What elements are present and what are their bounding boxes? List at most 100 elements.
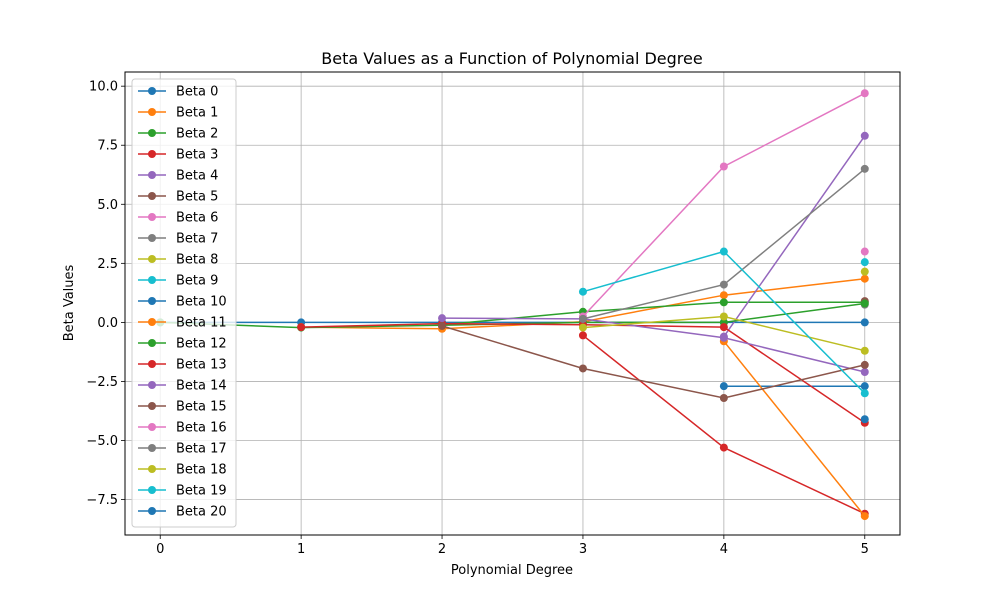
legend-item: Beta 6 bbox=[138, 211, 218, 226]
legend-marker bbox=[148, 297, 156, 305]
y-tick-label: 7.5 bbox=[97, 139, 118, 154]
data-point bbox=[719, 312, 728, 321]
legend-label: Beta 8 bbox=[176, 253, 218, 268]
legend-item: Beta 9 bbox=[138, 274, 218, 289]
legend-item: Beta 8 bbox=[138, 253, 218, 268]
legend-item: Beta 2 bbox=[138, 127, 218, 142]
legend-item: Beta 4 bbox=[138, 169, 218, 184]
series-beta-9 bbox=[860, 258, 869, 267]
data-point bbox=[860, 415, 869, 424]
series-line bbox=[441, 325, 865, 399]
legend-marker bbox=[148, 465, 156, 473]
legend-label: Beta 18 bbox=[176, 463, 227, 478]
chart-title: Beta Values as a Function of Polynomial … bbox=[321, 49, 702, 68]
series-beta-4 bbox=[719, 131, 869, 341]
legend-marker bbox=[148, 318, 156, 326]
legend-label: Beta 16 bbox=[176, 421, 227, 436]
data-point bbox=[578, 314, 587, 323]
legend-label: Beta 7 bbox=[176, 232, 218, 247]
legend-item: Beta 19 bbox=[138, 484, 227, 499]
data-point bbox=[860, 89, 869, 98]
data-point bbox=[860, 318, 869, 327]
data-point bbox=[860, 131, 869, 140]
data-point bbox=[578, 331, 587, 340]
y-tick-label: −2.5 bbox=[86, 375, 118, 390]
legend-item: Beta 13 bbox=[138, 358, 227, 373]
data-point bbox=[860, 258, 869, 267]
legend-item: Beta 15 bbox=[138, 400, 227, 415]
series-beta-19 bbox=[578, 247, 869, 398]
series-beta-6 bbox=[860, 247, 869, 256]
data-point bbox=[860, 368, 869, 377]
data-point bbox=[719, 382, 728, 391]
y-axis-label: Beta Values bbox=[62, 264, 77, 341]
legend-item: Beta 20 bbox=[138, 505, 227, 520]
data-point bbox=[719, 247, 728, 256]
x-axis: 0 1 2 3 4 5 bbox=[156, 535, 869, 557]
data-point bbox=[438, 314, 447, 323]
legend-item: Beta 11 bbox=[138, 316, 227, 331]
x-tick-label: 4 bbox=[720, 542, 728, 557]
legend-box bbox=[131, 78, 237, 528]
x-tick-label: 2 bbox=[438, 542, 446, 557]
legend-marker bbox=[148, 150, 156, 158]
y-tick-label: −7.5 bbox=[86, 493, 118, 508]
legend-marker bbox=[148, 129, 156, 137]
data-point bbox=[719, 393, 728, 402]
legend-item: Beta 10 bbox=[138, 295, 227, 310]
data-point bbox=[860, 267, 869, 276]
series-line bbox=[441, 317, 865, 373]
data-point bbox=[719, 280, 728, 289]
data-point bbox=[719, 333, 728, 342]
legend-marker bbox=[148, 255, 156, 263]
legend-marker bbox=[148, 423, 156, 431]
data-point bbox=[860, 299, 869, 308]
legend-item: Beta 3 bbox=[138, 148, 218, 163]
data-point bbox=[719, 162, 728, 171]
x-tick-label: 1 bbox=[297, 542, 305, 557]
y-tick-label: 2.5 bbox=[97, 257, 118, 272]
legend-label: Beta 0 bbox=[176, 85, 218, 100]
data-point bbox=[719, 323, 728, 332]
legend-item: Beta 16 bbox=[138, 421, 227, 436]
legend-item: Beta 7 bbox=[138, 232, 218, 247]
x-axis-label: Polynomial Degree bbox=[451, 563, 573, 578]
x-tick-label: 0 bbox=[156, 542, 164, 557]
legend-marker bbox=[148, 234, 156, 242]
legend-marker bbox=[148, 507, 156, 515]
grid bbox=[125, 72, 900, 535]
legend: Beta 0 Beta 1 Beta 2 Beta 3 Beta 4 Beta 5 Beta… bbox=[131, 78, 237, 528]
x-tick-label: 5 bbox=[861, 542, 869, 557]
data-point bbox=[297, 323, 306, 332]
x-tick-label: 3 bbox=[579, 542, 587, 557]
legend-label: Beta 13 bbox=[176, 358, 227, 373]
legend-item: Beta 5 bbox=[138, 190, 218, 205]
legend-marker bbox=[148, 87, 156, 95]
data-point bbox=[860, 247, 869, 256]
data-point bbox=[860, 274, 869, 283]
legend-label: Beta 3 bbox=[176, 148, 218, 163]
legend-label: Beta 20 bbox=[176, 505, 227, 520]
series-beta-11 bbox=[719, 337, 869, 521]
legend-item: Beta 0 bbox=[138, 85, 218, 100]
y-tick-label: 5.0 bbox=[97, 198, 118, 213]
data-point bbox=[578, 287, 587, 296]
data-point bbox=[438, 321, 447, 330]
data-point bbox=[719, 298, 728, 307]
series-beta-15 bbox=[438, 321, 869, 402]
legend-label: Beta 10 bbox=[176, 295, 227, 310]
legend-label: Beta 1 bbox=[176, 106, 218, 121]
legend-item: Beta 12 bbox=[138, 337, 227, 352]
legend-item: Beta 18 bbox=[138, 463, 227, 478]
y-tick-label: 0.0 bbox=[97, 316, 118, 331]
data-point bbox=[578, 323, 587, 332]
legend-item: Beta 14 bbox=[138, 379, 227, 394]
legend-label: Beta 9 bbox=[176, 274, 218, 289]
legend-marker bbox=[148, 444, 156, 452]
legend-marker bbox=[148, 402, 156, 410]
data-point bbox=[719, 291, 728, 300]
legend-label: Beta 14 bbox=[176, 379, 227, 394]
legend-label: Beta 5 bbox=[176, 190, 218, 205]
legend-label: Beta 12 bbox=[176, 337, 227, 352]
